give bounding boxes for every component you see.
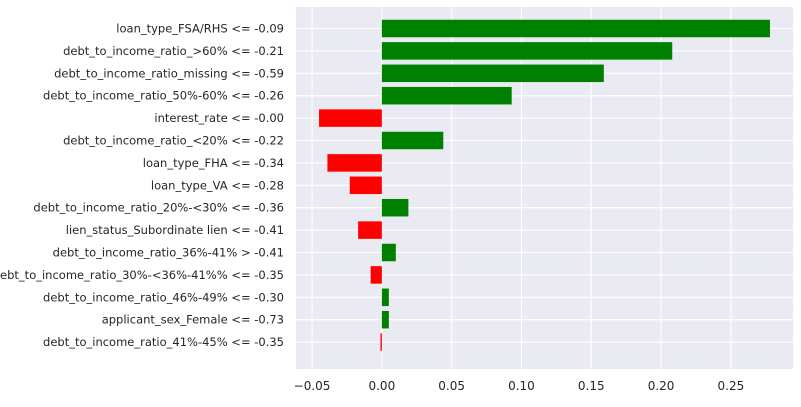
category-label: applicant_sex_Female <= -0.73 <box>102 313 284 327</box>
category-label: debt_to_income_ratio_46%-49% <= -0.30 <box>43 290 284 304</box>
bar <box>381 243 396 262</box>
x-tick-label: −0.05 <box>294 379 331 393</box>
category-label: loan_type_VA <= -0.28 <box>151 178 284 192</box>
x-tick-label: 0.10 <box>508 379 535 393</box>
bar <box>319 109 382 127</box>
category-label: debt_to_income_ratio_missing <= -0.59 <box>54 66 284 80</box>
bar <box>349 176 382 195</box>
category-label: loan_type_FHA <= -0.34 <box>143 156 284 170</box>
x-tick-labels: −0.05 0.00 0.05 0.10 0.15 0.20 0.25 <box>294 379 745 393</box>
bar <box>381 19 770 38</box>
category-label: debt_to_income_ratio_>60% <= -0.21 <box>63 44 284 58</box>
category-label: lien_status_Subordinate lien <= -0.41 <box>66 223 284 237</box>
bar <box>381 131 444 150</box>
category-label: debt_to_income_ratio_50%-60% <= -0.26 <box>43 89 284 103</box>
x-tick-label: 0.05 <box>438 379 465 393</box>
y-tick-labels: loan_type_FSA/RHS <= -0.09 debt_to_income… <box>0 22 284 350</box>
bar <box>327 154 382 172</box>
bars <box>319 19 770 351</box>
category-label: debt_to_income_ratio_20%-<30% <= -0.36 <box>33 201 284 215</box>
category-label: loan_type_FSA/RHS <= -0.09 <box>116 22 284 36</box>
bar <box>381 64 604 83</box>
x-tick-label: 0.00 <box>368 379 395 393</box>
bar <box>381 310 389 329</box>
category-label: debt_to_income_ratio_30%-<36%-41%% <= -0… <box>0 268 284 282</box>
category-label: debt_to_income_ratio_<20% <= -0.22 <box>63 134 284 148</box>
category-label: interest_rate <= -0.00 <box>154 111 284 125</box>
bar <box>381 42 673 60</box>
x-tick-label: 0.20 <box>648 379 675 393</box>
bar <box>358 221 382 239</box>
bar <box>380 333 382 351</box>
bar <box>381 198 409 217</box>
category-label: debt_to_income_ratio_36%-41% > -0.41 <box>53 246 284 260</box>
x-tick-label: 0.25 <box>718 379 745 393</box>
category-label: debt_to_income_ratio_41%-45% <= -0.35 <box>43 335 284 349</box>
bar <box>381 86 512 105</box>
bar <box>370 266 382 284</box>
x-tick-label: 0.15 <box>578 379 605 393</box>
bar <box>381 288 389 307</box>
